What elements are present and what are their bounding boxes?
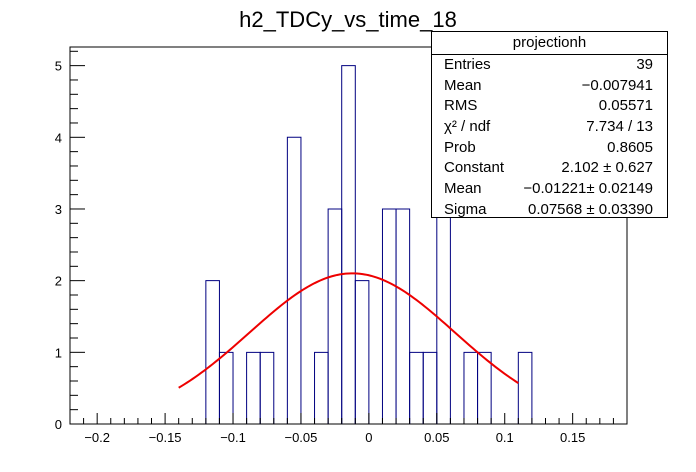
stats-value: 0.07568 ± 0.03390 — [527, 200, 653, 218]
stats-row: RMS 0.05571 — [432, 96, 667, 117]
stats-label: Sigma — [444, 200, 487, 218]
x-tick-label: −0.15 — [149, 430, 182, 445]
histogram-bin-19 — [463, 351, 479, 424]
y-tick-label: 2 — [55, 274, 62, 289]
histogram-bin-10 — [341, 65, 356, 424]
stats-box: projectionh Entries 39 Mean −0.007941 RMS 0.0… — [431, 31, 668, 218]
stats-row: Mean −0.007941 — [432, 76, 667, 97]
x-tick-label: 0 — [365, 430, 372, 445]
stats-label: χ² / ndf — [444, 118, 491, 136]
histogram-bin-11 — [354, 280, 370, 424]
histogram-bin-8 — [314, 351, 329, 424]
plot-frame — [69, 46, 628, 425]
x-tick-label: −0.1 — [220, 430, 246, 445]
histogram-bin-4 — [259, 351, 275, 424]
stats-value: 0.8605 — [607, 138, 653, 156]
stats-row: χ² / ndf 7.734 / 13 — [432, 117, 667, 138]
stats-value: 2.102 ± 0.627 — [561, 159, 653, 177]
histogram-bin-16 — [422, 351, 438, 424]
stats-label: Mean — [444, 76, 482, 94]
x-tick-label: 0.1 — [496, 430, 514, 445]
stats-label: Prob — [444, 138, 476, 156]
histogram-bin-23 — [517, 351, 533, 424]
x-tick-label: 0.05 — [424, 430, 449, 445]
histogram-bin-20 — [477, 351, 492, 424]
x-tick-label: −0.05 — [284, 430, 317, 445]
histogram-bin-15 — [409, 351, 424, 424]
y-tick-label: 4 — [55, 130, 62, 145]
fit-layer — [178, 272, 519, 389]
stats-value: 0.05571 — [598, 97, 653, 115]
histogram-bin-6 — [286, 136, 302, 424]
histogram-bin-14 — [395, 208, 411, 424]
axis-layer: −0.2 −0.15 −0.1 −0.05 0 0.05 0.1 0.15 0 1 2 3 4 5 — [55, 50, 628, 445]
stats-title: projectionh — [432, 32, 667, 55]
y-tick-label: 3 — [55, 202, 62, 217]
stats-label: Entries — [444, 56, 491, 73]
histogram-bin-0 — [205, 280, 220, 424]
stats-row: Sigma 0.07568 ± 0.03390 — [432, 200, 667, 221]
gaussian-fit-curve — [178, 272, 519, 389]
x-tick-label: 0.15 — [560, 430, 585, 445]
histogram-bin-3 — [246, 351, 261, 424]
y-tick-label: 1 — [55, 345, 62, 360]
x-tick-label: −0.2 — [84, 430, 110, 445]
chart-title: h2_TDCy_vs_time_18 — [239, 7, 457, 32]
histogram-bin-9 — [327, 208, 343, 424]
stats-label: Constant — [444, 159, 505, 177]
stats-value: −0.007941 — [581, 76, 653, 94]
stats-label: RMS — [444, 97, 478, 115]
histogram-bin-17 — [436, 208, 451, 424]
stats-rows: Entries 39 Mean −0.007941 RMS 0.05571 χ² / ndf… — [432, 55, 667, 221]
stats-row: Entries 39 — [432, 55, 667, 76]
stats-label: Mean — [444, 180, 482, 198]
stats-value: 39 — [636, 56, 653, 73]
stats-row: Mean −0.01221± 0.02149 — [432, 179, 667, 200]
histogram-bin-1 — [218, 351, 234, 424]
y-tick-label: 5 — [55, 59, 62, 74]
stats-value: 7.734 / 13 — [586, 118, 653, 136]
stats-value: −0.01221± 0.02149 — [523, 180, 653, 198]
y-tick-label: 0 — [55, 417, 62, 432]
stats-row: Prob 0.8605 — [432, 138, 667, 159]
histogram-bin-13 — [381, 208, 397, 424]
stats-row: Constant 2.102 ± 0.627 — [432, 158, 667, 179]
